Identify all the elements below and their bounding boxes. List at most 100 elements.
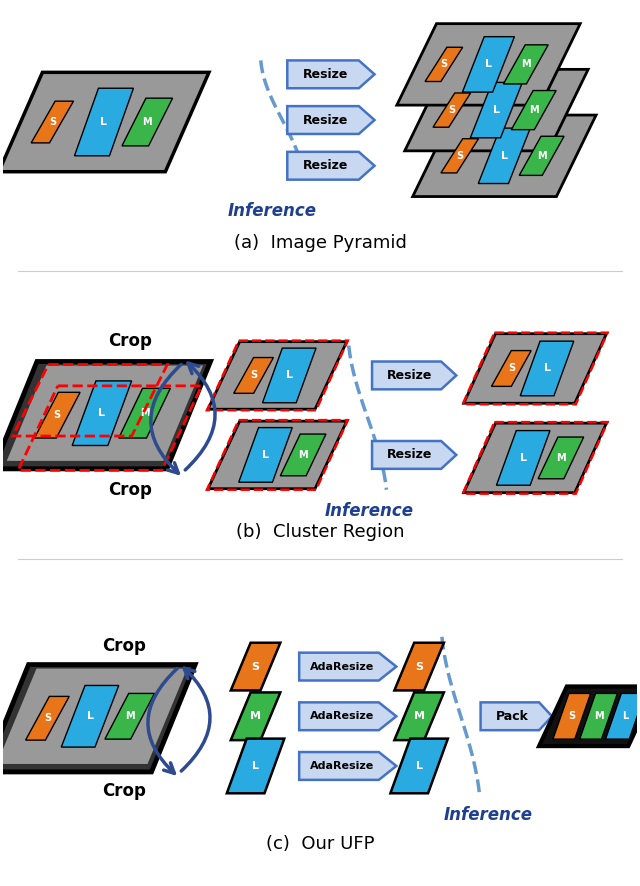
Polygon shape xyxy=(0,664,195,772)
Text: S: S xyxy=(448,105,455,115)
Text: Inference: Inference xyxy=(444,805,533,824)
Polygon shape xyxy=(0,669,187,764)
Polygon shape xyxy=(492,351,531,386)
Polygon shape xyxy=(404,69,588,151)
Polygon shape xyxy=(231,693,280,740)
Text: M: M xyxy=(594,711,604,721)
Text: S: S xyxy=(440,59,447,69)
Polygon shape xyxy=(463,36,515,92)
Polygon shape xyxy=(287,106,374,134)
Polygon shape xyxy=(539,687,640,746)
Polygon shape xyxy=(372,441,456,469)
Text: M: M xyxy=(529,105,538,115)
Polygon shape xyxy=(7,366,203,461)
Polygon shape xyxy=(464,424,607,493)
Text: S: S xyxy=(568,711,575,721)
Text: M: M xyxy=(413,711,424,721)
Text: Pack: Pack xyxy=(495,710,529,723)
Text: S: S xyxy=(252,662,260,672)
Text: L: L xyxy=(286,370,292,380)
Polygon shape xyxy=(538,437,584,478)
Text: Resize: Resize xyxy=(387,369,432,382)
Polygon shape xyxy=(390,739,448,793)
Text: S: S xyxy=(44,713,51,723)
Text: (c)  Our UFP: (c) Our UFP xyxy=(266,835,374,853)
Text: Resize: Resize xyxy=(303,113,348,127)
Polygon shape xyxy=(35,392,80,438)
Polygon shape xyxy=(0,361,211,469)
Text: M: M xyxy=(298,450,308,460)
Polygon shape xyxy=(504,45,548,84)
Polygon shape xyxy=(520,341,574,396)
Text: L: L xyxy=(543,363,550,374)
Text: L: L xyxy=(485,59,492,69)
Text: Inference: Inference xyxy=(228,201,317,220)
Polygon shape xyxy=(299,703,396,730)
Text: M: M xyxy=(125,711,134,721)
Polygon shape xyxy=(425,47,463,82)
Text: Crop: Crop xyxy=(102,637,146,655)
Text: M: M xyxy=(143,117,152,127)
Text: L: L xyxy=(86,711,93,721)
Polygon shape xyxy=(464,334,607,403)
Polygon shape xyxy=(372,361,456,389)
Polygon shape xyxy=(231,642,280,690)
Polygon shape xyxy=(208,421,347,489)
Text: M: M xyxy=(556,453,566,462)
Polygon shape xyxy=(119,388,170,438)
Polygon shape xyxy=(0,73,209,172)
Polygon shape xyxy=(511,90,556,129)
Polygon shape xyxy=(605,694,640,739)
Polygon shape xyxy=(280,434,326,476)
Text: L: L xyxy=(622,711,628,721)
Polygon shape xyxy=(299,653,396,680)
Polygon shape xyxy=(61,686,119,747)
Text: AdaResize: AdaResize xyxy=(310,711,374,721)
Polygon shape xyxy=(262,348,316,403)
Polygon shape xyxy=(287,60,374,89)
Text: S: S xyxy=(49,117,56,127)
Text: Resize: Resize xyxy=(387,448,432,462)
Text: M: M xyxy=(140,408,149,418)
Text: AdaResize: AdaResize xyxy=(310,662,374,672)
Polygon shape xyxy=(470,82,522,138)
Text: Crop: Crop xyxy=(108,331,152,350)
Polygon shape xyxy=(394,693,444,740)
Text: M: M xyxy=(537,151,547,161)
Polygon shape xyxy=(519,136,564,175)
Polygon shape xyxy=(31,101,74,143)
Polygon shape xyxy=(299,752,396,780)
Polygon shape xyxy=(553,694,591,739)
Text: (b)  Cluster Region: (b) Cluster Region xyxy=(236,524,404,541)
Text: Crop: Crop xyxy=(108,481,152,499)
Text: M: M xyxy=(521,59,531,69)
Text: (a)  Image Pyramid: (a) Image Pyramid xyxy=(234,234,406,253)
Text: Resize: Resize xyxy=(303,159,348,172)
Polygon shape xyxy=(481,703,552,730)
Text: L: L xyxy=(500,151,508,161)
Polygon shape xyxy=(433,93,470,128)
Text: Crop: Crop xyxy=(102,781,146,800)
Polygon shape xyxy=(397,24,580,105)
Polygon shape xyxy=(287,152,374,180)
Polygon shape xyxy=(497,431,550,486)
Polygon shape xyxy=(239,428,292,482)
Polygon shape xyxy=(441,139,479,173)
Text: L: L xyxy=(493,105,500,115)
Polygon shape xyxy=(478,128,531,183)
Text: S: S xyxy=(415,662,423,672)
Polygon shape xyxy=(105,694,154,739)
Polygon shape xyxy=(72,381,132,446)
Polygon shape xyxy=(234,358,273,393)
Text: S: S xyxy=(508,363,515,374)
Polygon shape xyxy=(413,115,596,197)
Text: S: S xyxy=(456,151,463,161)
Polygon shape xyxy=(122,98,173,146)
Text: Inference: Inference xyxy=(325,501,414,519)
Text: L: L xyxy=(262,450,269,460)
Text: Resize: Resize xyxy=(303,68,348,81)
Text: S: S xyxy=(54,410,61,420)
Text: AdaResize: AdaResize xyxy=(310,761,374,771)
Text: L: L xyxy=(520,453,527,462)
Polygon shape xyxy=(580,694,618,739)
